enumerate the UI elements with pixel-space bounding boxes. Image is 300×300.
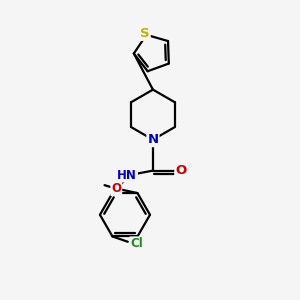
Text: S: S xyxy=(140,27,150,40)
Text: Cl: Cl xyxy=(130,237,143,250)
Text: O: O xyxy=(175,164,187,177)
Text: N: N xyxy=(147,133,158,146)
Text: O: O xyxy=(111,182,121,195)
Text: HN: HN xyxy=(117,169,137,182)
